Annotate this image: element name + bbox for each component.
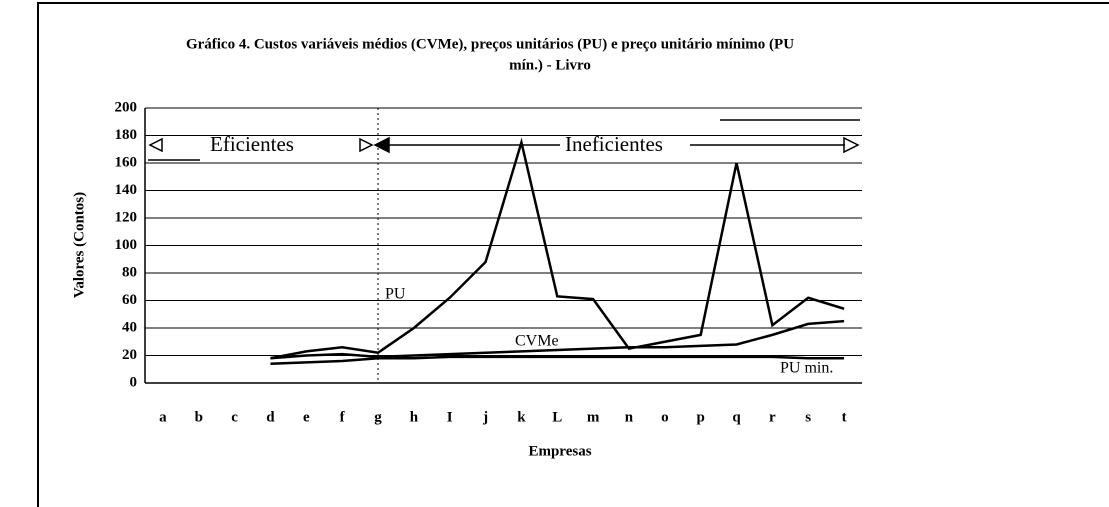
chart-title: mín.) - Livro (509, 57, 591, 73)
y-tick-label: 0 (130, 374, 138, 390)
x-tick-label: t (842, 409, 847, 425)
x-tick-label: c (231, 409, 238, 425)
chart-title: Gráfico 4. Custos variáveis médios (CVMe… (186, 36, 794, 52)
x-tick-label: m (587, 409, 600, 425)
x-tick-label: L (552, 409, 562, 425)
series-line (270, 355, 845, 365)
x-tick-label: h (410, 409, 419, 425)
series-label: PU min. (780, 360, 833, 377)
y-tick-label: 120 (115, 209, 138, 225)
x-tick-label: I (447, 409, 453, 425)
y-tick-label: 160 (115, 154, 138, 170)
y-tick-label: 80 (122, 264, 137, 280)
x-tick-label: k (517, 409, 526, 425)
x-tick-label: g (374, 409, 382, 425)
arrows (148, 119, 860, 161)
x-tick-label: a (159, 409, 167, 425)
x-tick-label: p (697, 409, 705, 425)
y-tick-label: 180 (115, 127, 138, 143)
y-axis-label: Valores (Contos) (71, 192, 87, 298)
x-tick-label: d (266, 409, 275, 425)
x-tick-label: j (482, 409, 488, 425)
x-tick-label: r (769, 409, 776, 425)
x-tick-label: b (195, 409, 203, 425)
x-tick-label: s (805, 409, 811, 425)
y-tick-label: 200 (115, 99, 138, 115)
series-line (270, 137, 845, 360)
y-tick-label: 140 (115, 182, 138, 198)
series-label: CVMe (515, 333, 559, 350)
series-line (270, 319, 845, 360)
frame (37, 2, 1109, 507)
y-tick-label: 100 (115, 237, 138, 253)
x-tick-label: e (303, 409, 310, 425)
x-tick-label: f (340, 409, 346, 425)
x-tick-label: n (625, 409, 634, 425)
x-tick-label: q (732, 409, 741, 425)
x-tick-label: o (661, 409, 669, 425)
y-tick-label: 40 (122, 319, 137, 335)
series-label: PU (385, 286, 406, 303)
y-tick-label: 60 (122, 292, 137, 308)
x-axis-label: Empresas (528, 443, 591, 459)
y-tick-label: 20 (122, 347, 137, 363)
